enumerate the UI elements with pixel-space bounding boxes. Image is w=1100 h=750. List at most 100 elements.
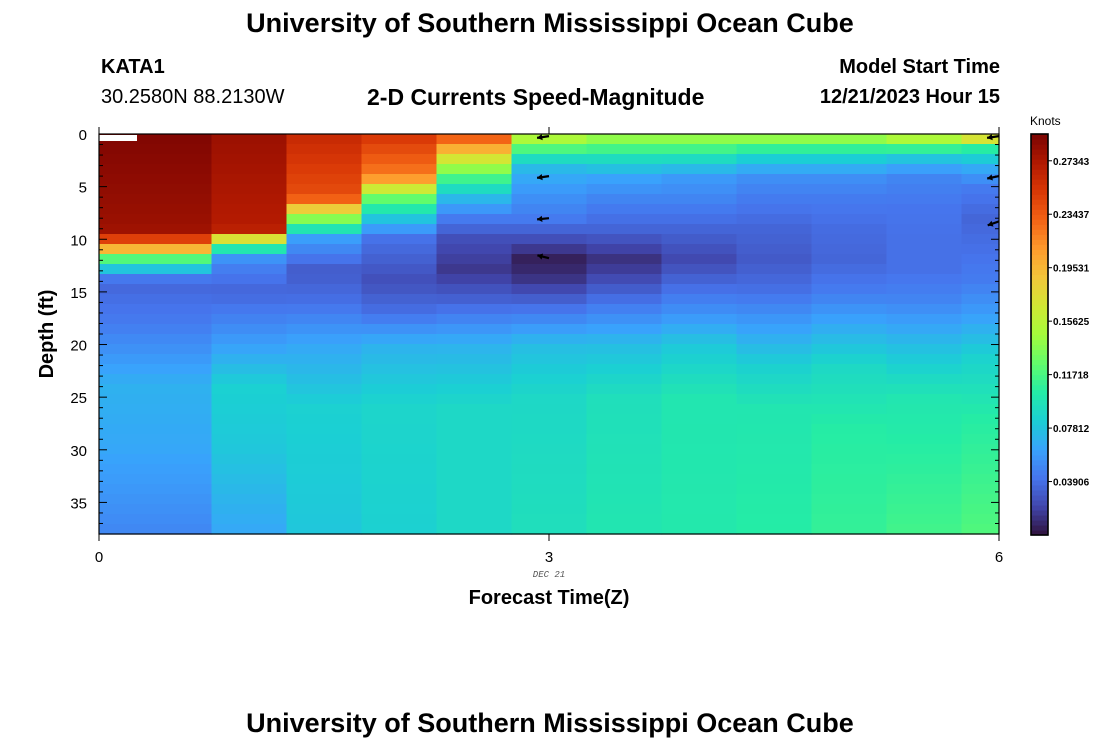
heatmap-cell xyxy=(512,164,588,175)
heatmap-cell xyxy=(212,524,288,535)
y-tick-label: 30 xyxy=(70,443,87,460)
heatmap-cell xyxy=(437,384,513,395)
heatmap-cell xyxy=(962,524,1000,535)
heatmap-cell xyxy=(437,454,513,465)
colorbar-segment xyxy=(1031,380,1048,386)
heatmap-cell xyxy=(437,464,513,475)
colorbar-segment xyxy=(1031,360,1048,366)
heatmap-cell xyxy=(662,514,738,525)
heatmap-cell xyxy=(362,384,438,395)
heatmap-cell xyxy=(887,514,963,525)
heatmap-cell xyxy=(737,444,813,455)
colorbar-segment xyxy=(1031,525,1048,531)
heatmap-cell xyxy=(212,264,288,275)
heatmap-cell xyxy=(512,214,588,225)
heatmap-cell xyxy=(737,474,813,485)
heatmap-cell xyxy=(362,474,438,485)
heatmap-cell xyxy=(962,474,1000,485)
heatmap-cell xyxy=(287,454,363,465)
colorbar-segment xyxy=(1031,274,1048,280)
heatmap-cell xyxy=(512,244,588,255)
heatmap-cell xyxy=(99,204,212,215)
heatmap-cell xyxy=(962,334,1000,345)
colorbar: 0.27343 0.23437 0.19531 0.15625 0.11718 0.078… xyxy=(1031,134,1090,536)
heatmap-cell xyxy=(212,424,288,435)
heatmap-cell xyxy=(362,504,438,515)
colorbar-label: 0.15625 xyxy=(1053,317,1090,328)
heatmap-cell xyxy=(362,444,438,455)
heatmap-cell xyxy=(512,334,588,345)
heatmap-cell xyxy=(512,404,588,415)
heatmap-cell xyxy=(662,324,738,335)
heatmap-cell xyxy=(662,474,738,485)
heatmap-cell xyxy=(812,434,888,445)
heatmap-cell xyxy=(99,244,212,255)
heatmap-cell xyxy=(812,344,888,355)
speed-heatmap-chart: 051015202530350 3 6 Forecast Time(Z) Depth… xyxy=(0,0,1100,750)
heatmap-cell xyxy=(362,324,438,335)
colorbar-segment xyxy=(1031,370,1048,376)
heatmap-cell xyxy=(437,324,513,335)
x-tick-label: 3 xyxy=(545,549,553,566)
heatmap-cell xyxy=(887,334,963,345)
heatmap-cell xyxy=(212,464,288,475)
heatmap-cell xyxy=(512,204,588,215)
heatmap-cell xyxy=(287,394,363,405)
colorbar-label: 0.27343 xyxy=(1053,157,1090,168)
heatmap-cell xyxy=(362,254,438,265)
heatmap-cell xyxy=(287,364,363,375)
heatmap-cell xyxy=(287,484,363,495)
heatmap-cell xyxy=(587,294,663,305)
colorbar-segment xyxy=(1031,340,1048,346)
heatmap-cell xyxy=(737,154,813,165)
heatmap-cell xyxy=(662,234,738,245)
heatmap-cell xyxy=(212,304,288,315)
heatmap-cell xyxy=(737,324,813,335)
heatmap-cell xyxy=(362,394,438,405)
heatmap-cell xyxy=(512,414,588,425)
heatmap-cell xyxy=(212,254,288,265)
heatmap-cell xyxy=(962,344,1000,355)
heatmap-cell xyxy=(587,154,663,165)
colorbar-segment xyxy=(1031,284,1048,290)
heatmap-cell xyxy=(812,524,888,535)
heatmap-cell xyxy=(812,164,888,175)
heatmap-cell xyxy=(662,344,738,355)
colorbar-segment xyxy=(1031,485,1048,491)
heatmap-cell xyxy=(962,414,1000,425)
heatmap-cell xyxy=(812,354,888,365)
colorbar-segment xyxy=(1031,234,1048,240)
heatmap-cell xyxy=(587,184,663,195)
heatmap-cell xyxy=(737,404,813,415)
no-data-patch xyxy=(99,135,137,141)
heatmap-cell xyxy=(737,354,813,365)
colorbar-segment xyxy=(1031,304,1048,310)
heatmap-cell xyxy=(737,364,813,375)
heatmap-cell xyxy=(587,484,663,495)
heatmap-cell xyxy=(287,254,363,265)
heatmap-cell xyxy=(812,224,888,235)
heatmap-cell xyxy=(662,404,738,415)
heatmap-cell xyxy=(587,194,663,205)
heatmap-cell xyxy=(287,204,363,215)
heatmap-cell xyxy=(587,394,663,405)
heatmap-cell xyxy=(512,284,588,295)
heatmap-cell xyxy=(212,384,288,395)
heatmap-cell xyxy=(437,354,513,365)
heatmap-cell xyxy=(737,394,813,405)
heatmap-cell xyxy=(587,244,663,255)
heatmap-cell xyxy=(99,504,212,515)
heatmap-cell xyxy=(362,514,438,525)
heatmap-cell xyxy=(962,264,1000,275)
heatmap-cell xyxy=(212,154,288,165)
heatmap-cell xyxy=(287,294,363,305)
heatmap-cell xyxy=(437,394,513,405)
heatmap-cell xyxy=(662,134,738,145)
colorbar-segment xyxy=(1031,355,1048,361)
colorbar-segment xyxy=(1031,184,1048,190)
heatmap-cell xyxy=(737,374,813,385)
y-tick-label: 5 xyxy=(79,180,87,197)
heatmap-cell xyxy=(737,264,813,275)
heatmap-cell xyxy=(812,514,888,525)
colorbar-segment xyxy=(1031,455,1048,461)
